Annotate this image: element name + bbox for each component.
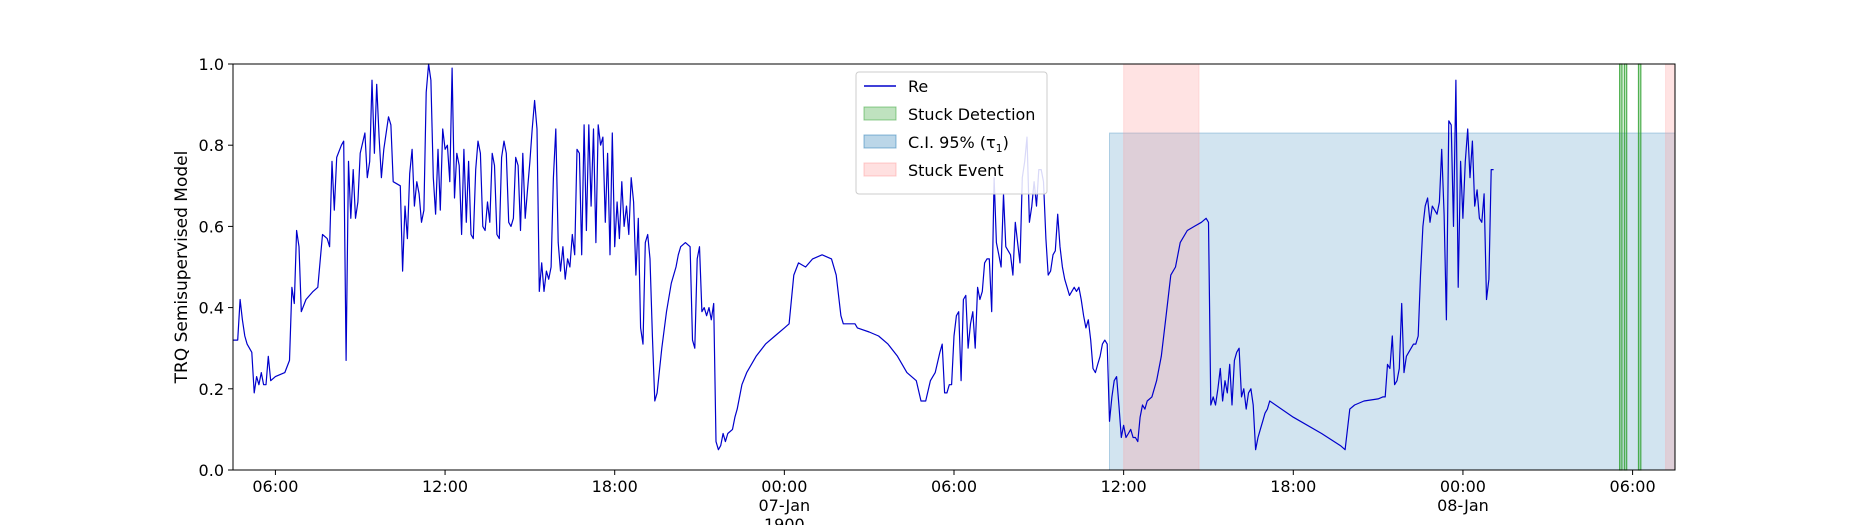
y-axis-label: TRQ Semisupervised Model	[172, 151, 192, 385]
series-layer	[233, 63, 1494, 451]
x-tick-label-5: 12:00	[1101, 477, 1147, 496]
x-tick-label-0: 06:00	[252, 477, 298, 496]
legend-swatch-1	[863, 106, 897, 121]
x-tick-label-1: 12:00	[422, 477, 468, 496]
y-axis: 0.0 0.2 0.4 0.6 0.8 1.0	[199, 55, 233, 480]
legend-box	[855, 71, 1048, 195]
y-tick-label-3: 0.6	[199, 217, 224, 236]
stuck-event-region-1	[1123, 63, 1200, 471]
y-tick-label-0: 0.0	[199, 461, 224, 480]
x-tick-date-3: 07-Jan	[759, 496, 811, 515]
y-tick-label-1: 0.2	[199, 380, 224, 399]
stuck-detection-band-0	[1619, 63, 1623, 471]
stuck-event-region-2	[1665, 63, 1676, 471]
x-tick-label-6: 18:00	[1270, 477, 1316, 496]
y-tick-label-2: 0.4	[199, 299, 224, 318]
legend-label-2: C.I. 95% (τ1)	[908, 133, 1009, 155]
ci-region-0	[1109, 132, 1676, 471]
x-tick-year-3: 1900	[764, 515, 805, 525]
legend-swatch-2	[863, 134, 897, 149]
stuck-detection-band-2	[1637, 63, 1642, 471]
legend-swatch-3	[863, 162, 897, 177]
x-tick-date-7: 08-Jan	[1437, 496, 1489, 515]
series-line-re	[233, 63, 1494, 451]
y-tick-label-4: 0.8	[199, 136, 224, 155]
x-tick-label-4: 06:00	[931, 477, 977, 496]
legend-label-1: Stuck Detection	[908, 105, 1035, 124]
y-tick-label-5: 1.0	[199, 55, 224, 74]
stuck-detection-band-1	[1623, 63, 1628, 471]
legend-label-0: Re	[908, 77, 928, 96]
legend: Re Stuck Detection C.I. 95% (τ1) Stuck Even…	[855, 71, 1048, 195]
x-tick-label-7: 00:00	[1440, 477, 1486, 496]
x-tick-label-3: 00:00	[761, 477, 807, 496]
legend-label-3: Stuck Event	[908, 161, 1004, 180]
x-tick-label-8: 06:00	[1610, 477, 1656, 496]
x-tick-label-2: 18:00	[592, 477, 638, 496]
